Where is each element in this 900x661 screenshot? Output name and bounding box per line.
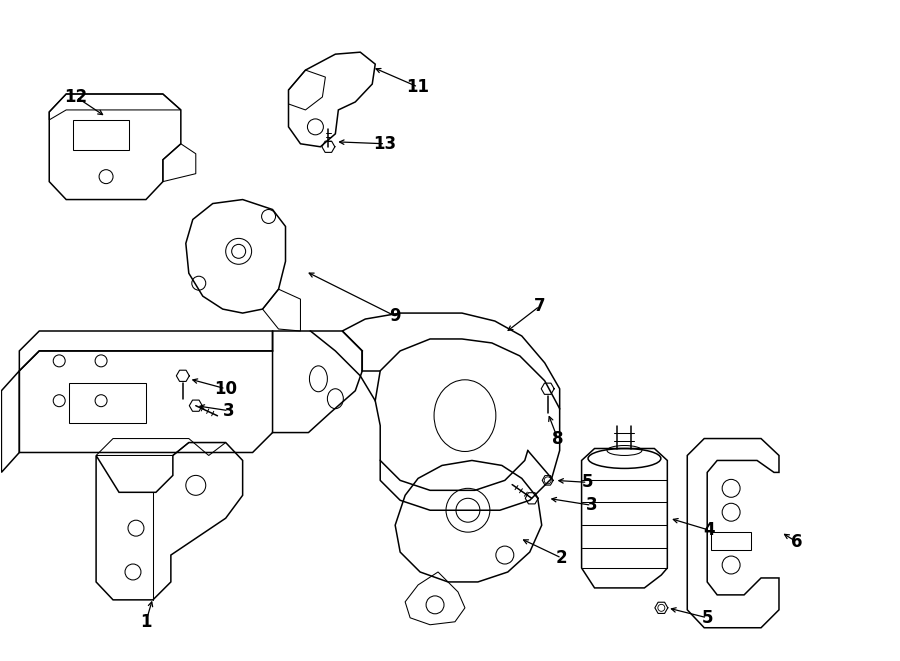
Text: 12: 12 <box>65 88 87 106</box>
Text: 5: 5 <box>701 609 713 627</box>
Text: 10: 10 <box>214 380 238 398</box>
Text: 9: 9 <box>390 307 401 325</box>
Text: 1: 1 <box>140 613 152 631</box>
Text: 2: 2 <box>556 549 568 567</box>
Text: 3: 3 <box>586 496 598 514</box>
Text: 4: 4 <box>704 521 715 539</box>
Text: 5: 5 <box>581 473 593 491</box>
Text: 11: 11 <box>407 78 429 96</box>
Text: 7: 7 <box>534 297 545 315</box>
Text: 6: 6 <box>791 533 803 551</box>
Text: 3: 3 <box>223 402 235 420</box>
Text: 13: 13 <box>374 135 397 153</box>
Text: 8: 8 <box>552 430 563 447</box>
